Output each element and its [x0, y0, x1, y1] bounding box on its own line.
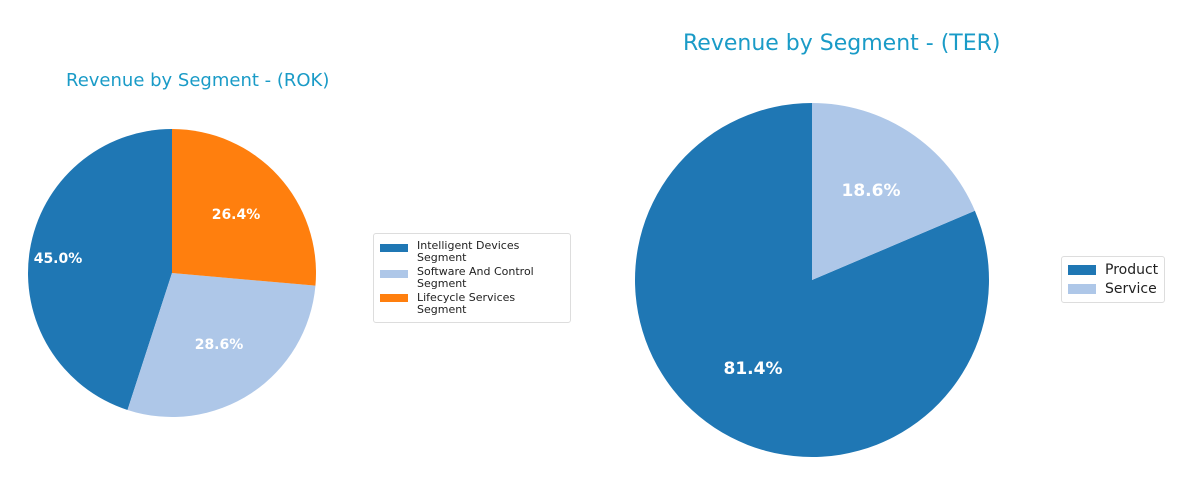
ter-label-service: 18.6%	[842, 181, 901, 201]
legend-label: Intelligent Devices	[417, 239, 520, 252]
legend-label: Service	[1105, 281, 1157, 297]
ter-legend: Product Service	[1061, 256, 1166, 303]
rok-label-lifecycle-services: 26.4%	[212, 207, 261, 223]
swatch-icon	[380, 270, 408, 278]
rok-label-software-control: 28.6%	[195, 337, 244, 353]
swatch-icon	[380, 294, 408, 302]
rok-legend: Intelligent Devices Segment Software And …	[373, 233, 571, 323]
swatch-icon	[380, 244, 408, 252]
legend-item-service: Service	[1068, 280, 1158, 298]
legend-label: Software And Control	[417, 265, 534, 278]
legend-label: Segment	[417, 251, 467, 264]
rok-label-intelligent-devices: 45.0%	[34, 251, 83, 267]
rok-pie	[27, 129, 316, 418]
pie-slice	[27, 129, 172, 410]
legend-item-lifecycle-services: Lifecycle Services Segment	[380, 292, 564, 316]
legend-label: Product	[1105, 262, 1159, 278]
swatch-icon	[1068, 265, 1096, 275]
ter-label-product: 81.4%	[724, 359, 783, 379]
pie-slice	[812, 102, 975, 280]
ter-chart-title: Revenue by Segment - (TER)	[683, 31, 1001, 56]
legend-label: Segment	[417, 277, 467, 290]
legend-label: Lifecycle Services Segment	[417, 291, 516, 316]
ter-pie	[635, 102, 989, 457]
pie-slice	[127, 273, 316, 418]
rok-chart-title: Revenue by Segment - (ROK)	[66, 70, 330, 91]
legend-item-software-control: Software And Control Segment	[380, 266, 564, 290]
pie-slice	[172, 129, 316, 286]
legend-item-intelligent-devices: Intelligent Devices Segment	[380, 240, 564, 264]
legend-item-product: Product	[1068, 261, 1158, 279]
swatch-icon	[1068, 284, 1096, 294]
